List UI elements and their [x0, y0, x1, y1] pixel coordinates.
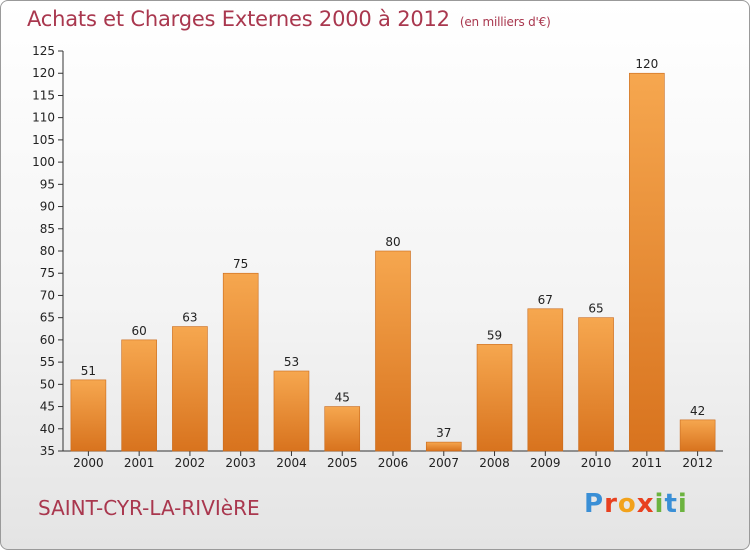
- proxiti-logo: Proxiti: [584, 489, 688, 519]
- bars-group: 51 60 63 75 53 45 80 37 59 67 65 120 42: [70, 57, 716, 452]
- y-tick-label: 60: [40, 333, 55, 347]
- y-tick-label: 70: [40, 288, 55, 302]
- x-tick-label: 2012: [682, 456, 713, 470]
- bar-value-label: 80: [385, 235, 400, 249]
- bar-value-label: 59: [487, 328, 502, 342]
- x-tick-label: 2007: [428, 456, 459, 470]
- bar-value-label: 37: [436, 426, 451, 440]
- bar-2004: [273, 370, 310, 452]
- x-tick-label: 2009: [530, 456, 561, 470]
- y-tick-label: 95: [40, 177, 55, 191]
- bar-2003: [222, 272, 259, 452]
- bar-2001: [121, 339, 157, 452]
- place-name: SAINT-CYR-LA-RIVIèRE: [38, 496, 260, 520]
- x-axis: 2000 2001 2002 2003 2004 2005 2006 2007 2008 2009…: [63, 450, 723, 470]
- y-tick-label: 110: [32, 111, 55, 125]
- bar-2011: [629, 72, 665, 452]
- logo-letter: r: [604, 489, 618, 519]
- y-tick-label: 35: [40, 444, 55, 458]
- bar-value-label: 75: [233, 257, 248, 271]
- bar-value-label: 51: [81, 364, 96, 378]
- bar-2007: [425, 441, 462, 452]
- bar-2006: [375, 250, 411, 452]
- x-tick-label: 2002: [175, 456, 206, 470]
- y-tick-label: 75: [40, 266, 55, 280]
- bar-2010: [578, 317, 614, 452]
- y-tick-label: 45: [40, 400, 55, 414]
- x-tick-label: 2008: [479, 456, 510, 470]
- logo-letter: i: [677, 489, 688, 519]
- y-tick-label: 100: [32, 155, 55, 169]
- y-tick-label: 90: [40, 200, 55, 214]
- bar-2000: [70, 379, 107, 452]
- bar-2002: [172, 326, 208, 452]
- y-tick-label: 120: [32, 66, 55, 80]
- y-tick-label: 65: [40, 311, 55, 325]
- y-tick-label: 125: [32, 44, 55, 58]
- y-tick-label: 80: [40, 244, 55, 258]
- x-tick-label: 2001: [124, 456, 155, 470]
- x-tick-label: 2003: [225, 456, 256, 470]
- logo-letter: o: [617, 489, 637, 519]
- y-tick-label: 105: [32, 133, 55, 147]
- bar-value-label: 120: [635, 57, 658, 71]
- bar-value-label: 42: [690, 404, 705, 418]
- bar-2008: [476, 344, 513, 452]
- logo-letter: P: [584, 489, 605, 519]
- bar-2009: [527, 308, 564, 452]
- y-tick-label: 55: [40, 355, 55, 369]
- x-tick-label: 2010: [581, 456, 612, 470]
- bar-2012: [679, 419, 716, 452]
- logo-letter: t: [664, 489, 678, 519]
- x-tick-label: 2000: [73, 456, 104, 470]
- y-tick-label: 50: [40, 377, 55, 391]
- bar-2005: [324, 406, 361, 452]
- y-tick-label: 85: [40, 222, 55, 236]
- x-tick-label: 2006: [378, 456, 409, 470]
- logo-letter: i: [654, 489, 665, 519]
- bar-value-label: 65: [588, 302, 603, 316]
- chart-title-text: Achats et Charges Externes 2000 à 2012: [27, 7, 450, 31]
- x-tick-label: 2011: [632, 456, 663, 470]
- bar-value-label: 67: [538, 293, 553, 307]
- bar-value-label: 45: [335, 391, 350, 405]
- bar-value-label: 53: [284, 355, 299, 369]
- chart-title: Achats et Charges Externes 2000 à 2012 (e…: [27, 7, 551, 31]
- y-tick-label: 40: [40, 422, 55, 436]
- bar-value-label: 63: [182, 311, 197, 325]
- y-tick-label: 115: [32, 88, 55, 102]
- x-tick-label: 2005: [327, 456, 358, 470]
- x-tick-label: 2004: [276, 456, 307, 470]
- y-axis: 35 40 45 50 55 60 65 70 75 80 85 90 95 100 105 110 115 12…: [32, 44, 64, 458]
- bar-value-label: 60: [132, 324, 147, 338]
- logo-letter: x: [636, 489, 655, 519]
- chart-unit: (en milliers d'€): [459, 15, 551, 29]
